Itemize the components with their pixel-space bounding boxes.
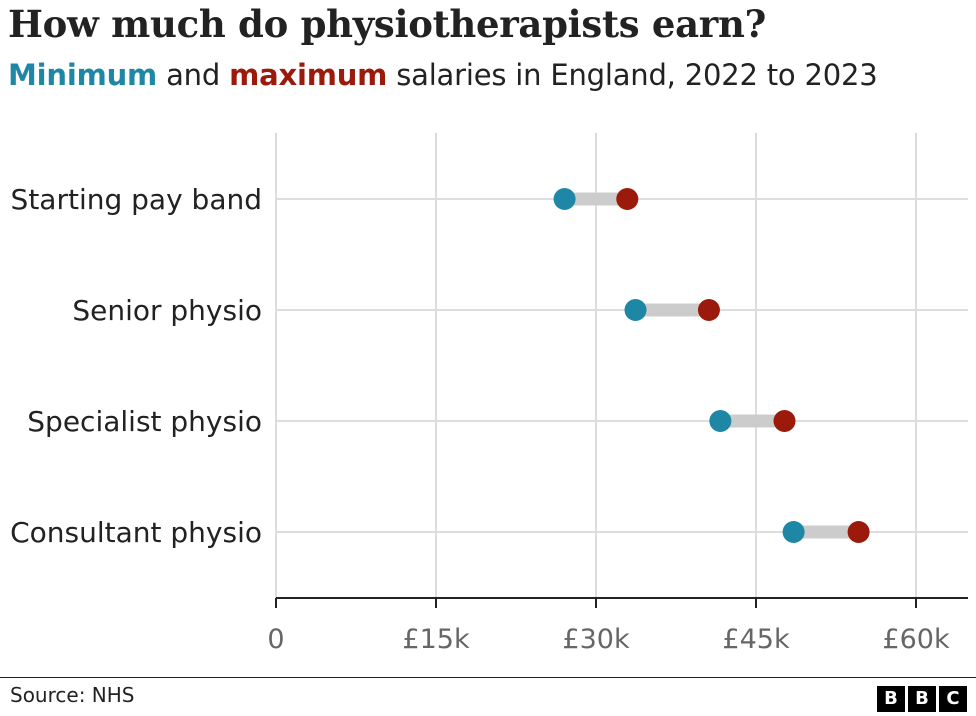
category-label: Consultant physio xyxy=(10,516,262,549)
bbc-logo-letter: C xyxy=(939,686,967,712)
maximum-dot xyxy=(697,299,720,321)
source-note: Source: NHS xyxy=(10,683,135,707)
minimum-dot xyxy=(624,299,647,321)
footer-divider xyxy=(0,677,976,678)
subtitle-minimum: Minimum xyxy=(8,58,158,92)
chart-subtitle: Minimum and maximum salaries in England,… xyxy=(8,58,878,92)
maximum-dot xyxy=(773,410,796,432)
subtitle-maximum: maximum xyxy=(229,58,388,92)
subtitle-rest: salaries in England, 2022 to 2023 xyxy=(387,58,878,92)
dumbbell-chart: 0 £15k £30k £45k £60k Starting pay band Senior… xyxy=(10,133,968,655)
subtitle-and: and xyxy=(157,58,230,92)
bbc-logo: B B C xyxy=(877,686,967,712)
x-tick-label: £30k xyxy=(562,624,630,655)
bbc-logo-letter: B xyxy=(908,686,936,712)
category-label: Specialist physio xyxy=(27,405,262,438)
minimum-dot xyxy=(709,410,732,432)
category-label: Starting pay band xyxy=(11,183,262,216)
maximum-dot xyxy=(616,188,639,210)
maximum-dot xyxy=(847,521,870,543)
bbc-logo-letter: B xyxy=(877,686,905,712)
x-tick-label: £15k xyxy=(402,624,470,655)
category-label: Senior physio xyxy=(72,294,262,327)
x-tick-label: £60k xyxy=(882,624,950,655)
minimum-dot xyxy=(782,521,805,543)
x-tick-label: £45k xyxy=(722,624,790,655)
chart-title: How much do physiotherapists earn? xyxy=(8,2,766,46)
x-tick-label: 0 xyxy=(267,624,284,655)
minimum-dot xyxy=(553,188,576,210)
